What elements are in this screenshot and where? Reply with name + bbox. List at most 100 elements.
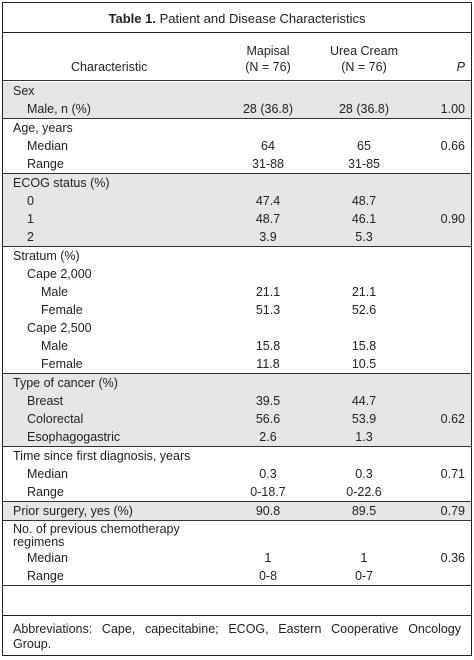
row-label: 0 xyxy=(27,194,34,208)
row-label: Cape 2,000 xyxy=(27,267,92,281)
row-label: Median xyxy=(27,551,68,565)
urea-cream-value: 1 xyxy=(360,551,368,565)
table-row: Age, years xyxy=(3,119,471,137)
header-urea-n: (N = 76) xyxy=(341,60,387,74)
header-mapisal: Mapisal (N = 76) xyxy=(225,43,311,75)
urea-cream-value: 48.7 xyxy=(351,194,377,208)
section-shading xyxy=(3,82,471,118)
section-shading xyxy=(3,374,471,446)
row-label: Range xyxy=(27,157,64,171)
mapisal-value: 47.4 xyxy=(255,194,281,208)
mapisal-value: 0.3 xyxy=(259,467,277,481)
mapisal-value: 0-18.7 xyxy=(250,485,286,499)
row-label: Male, n (%) xyxy=(27,102,91,116)
p-value: 0.90 xyxy=(440,212,465,226)
mapisal-value: 51.3 xyxy=(255,303,281,317)
row-label: Esophagogastric xyxy=(27,430,121,444)
urea-cream-value: 0.3 xyxy=(355,467,373,481)
mapisal-value: 56.6 xyxy=(255,412,281,426)
table-caption: Table 1. Patient and Disease Characteris… xyxy=(3,11,471,27)
section-shading xyxy=(3,174,471,246)
table-row: 2 3.9 5.3 xyxy=(3,228,471,246)
mapisal-value: 48.7 xyxy=(255,212,281,226)
table-row: Stratum (%) xyxy=(3,247,471,265)
table-row: Median 1 1 0.36 xyxy=(3,549,471,567)
p-value: 1.00 xyxy=(440,102,465,116)
mapisal-value: 3.9 xyxy=(259,230,277,244)
urea-cream-value: 44.7 xyxy=(351,394,377,408)
row-label: Female xyxy=(41,357,83,371)
table-number: Table 1. xyxy=(108,11,156,26)
urea-cream-value: 0-7 xyxy=(354,569,374,583)
row-label: Colorectal xyxy=(27,412,84,426)
urea-cream-value: 89.5 xyxy=(351,504,377,518)
table-row: Type of cancer (%) xyxy=(3,374,471,392)
table-row: Median 0.3 0.3 0.71 xyxy=(3,465,471,483)
urea-cream-value: 28 (36.8) xyxy=(338,102,390,116)
row-label: Type of cancer (%) xyxy=(13,376,118,390)
mapisal-value: 39.5 xyxy=(255,394,281,408)
row-label: No. of previous chemotherapy regimens xyxy=(13,522,180,549)
row-label: Male xyxy=(41,339,69,353)
urea-cream-value: 53.9 xyxy=(351,412,377,426)
section-divider xyxy=(3,173,471,174)
row-label: ECOG status (%) xyxy=(13,176,110,190)
table-row: Sex xyxy=(3,82,471,100)
header-mapisal-name: Mapisal xyxy=(246,44,290,58)
table-row: No. of previous chemotherapy regimens xyxy=(3,521,471,549)
urea-cream-value: 1.3 xyxy=(355,430,373,444)
table-row: Colorectal 56.6 53.9 0.62 xyxy=(3,410,471,428)
row-label: Cape 2,500 xyxy=(27,321,92,335)
row-label: Sex xyxy=(13,84,35,98)
row-label: Median xyxy=(27,467,68,481)
table-row: Female 11.8 10.5 xyxy=(3,355,471,373)
section-shading xyxy=(3,502,471,520)
row-label: 2 xyxy=(27,230,34,244)
table-row: Female 51.3 52.6 xyxy=(3,301,471,319)
row-label: Median xyxy=(27,139,68,153)
table-row: Cape 2,500 xyxy=(3,319,471,337)
urea-cream-value: 52.6 xyxy=(351,303,377,317)
header-characteristic: Characteristic xyxy=(71,60,148,74)
header-urea: Urea Cream (N = 76) xyxy=(321,43,407,75)
header-rule xyxy=(3,80,471,81)
table-row: Prior surgery, yes (%) 90.8 89.5 0.79 xyxy=(3,502,471,520)
table-row: Male 21.1 21.1 xyxy=(3,283,471,301)
urea-cream-value: 65 xyxy=(357,139,371,153)
mapisal-value: 0-8 xyxy=(258,569,278,583)
mapisal-value: 1 xyxy=(264,551,272,565)
p-value: 0.71 xyxy=(440,467,465,481)
urea-cream-value: 31-85 xyxy=(348,157,380,171)
table-row: Cape 2,000 xyxy=(3,265,471,283)
mapisal-value: 11.8 xyxy=(256,357,280,371)
section-divider xyxy=(3,373,471,374)
header-p-value: P xyxy=(456,60,465,74)
row-label: Prior surgery, yes (%) xyxy=(13,504,133,518)
row-label: Range xyxy=(27,569,64,583)
row-label: Time since first diagnosis, years xyxy=(13,449,191,463)
section-divider xyxy=(3,501,471,502)
p-value: 0.36 xyxy=(440,551,465,565)
caption-rule xyxy=(3,32,471,33)
row-label: 1 xyxy=(27,212,34,226)
table-row: Male, n (%) 28 (36.8) 28 (36.8) 1.00 xyxy=(3,100,471,118)
table-row: Range 31-88 31-85 xyxy=(3,155,471,173)
table-row: 1 48.7 46.1 0.90 xyxy=(3,210,471,228)
row-label: Age, years xyxy=(13,121,73,135)
row-label: Range xyxy=(27,485,64,499)
table-row: 0 47.4 48.7 xyxy=(3,192,471,210)
header-mapisal-n: (N = 76) xyxy=(245,60,291,74)
urea-cream-value: 0-22.6 xyxy=(346,485,382,499)
table-row: Esophagogastric 2.6 1.3 xyxy=(3,428,471,446)
mapisal-value: 15.8 xyxy=(255,339,281,353)
section-divider xyxy=(3,585,471,586)
mapisal-value: 21.1 xyxy=(255,285,281,299)
mapisal-value: 31-88 xyxy=(252,157,284,171)
footnote: Abbreviations: Cape, capecitabine; ECOG,… xyxy=(13,622,461,651)
table-bottom-rule xyxy=(3,615,471,616)
table-row: Time since first diagnosis, years xyxy=(3,447,471,465)
row-label: Female xyxy=(41,303,83,317)
row-label: Male xyxy=(41,285,69,299)
table-title: Patient and Disease Characteristics xyxy=(155,11,366,26)
